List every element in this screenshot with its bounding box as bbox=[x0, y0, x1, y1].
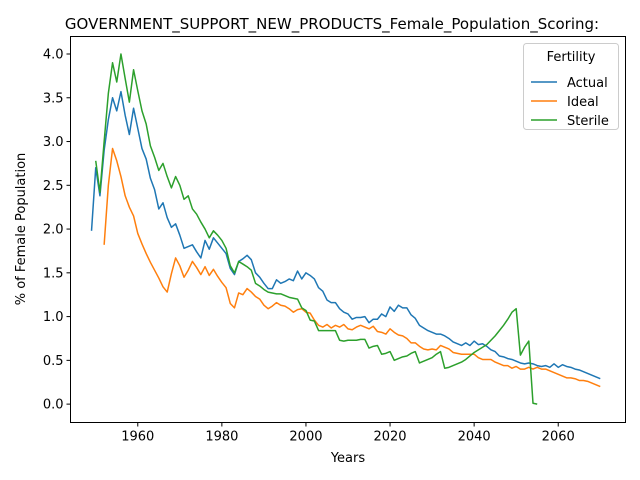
y-tick-label: 4.0 bbox=[43, 48, 64, 63]
y-tick-label: 2.0 bbox=[43, 223, 64, 238]
series-line-sterile bbox=[94, 53, 538, 405]
legend: Fertility Actual Ideal Sterile bbox=[523, 43, 619, 130]
x-tick-label: 2020 bbox=[373, 430, 406, 445]
legend-label-ideal: Ideal bbox=[567, 95, 599, 110]
legend-box bbox=[523, 43, 619, 130]
x-tick-label: 2000 bbox=[289, 430, 322, 445]
y-tick-label: 1.0 bbox=[43, 310, 64, 325]
chart-title: GOVERNMENT_SUPPORT_NEW_PRODUCTS_Female_P… bbox=[65, 15, 599, 34]
series-line-actual bbox=[90, 90, 601, 380]
series-layer bbox=[90, 53, 601, 405]
x-axis: 1960 1980 2000 2020 2040 2060 bbox=[121, 422, 575, 445]
y-tick-label: 3.5 bbox=[43, 91, 64, 106]
y-tick-label: 1.5 bbox=[43, 266, 64, 281]
x-tick-label: 2040 bbox=[458, 430, 491, 445]
x-axis-label: Years bbox=[330, 451, 366, 466]
legend-label-sterile: Sterile bbox=[567, 114, 609, 129]
y-axis: 0.0 0.5 1.0 1.5 2.0 2.5 3.0 3.5 4.0 bbox=[43, 48, 71, 413]
x-tick-label: 1960 bbox=[121, 430, 154, 445]
y-tick-label: 0.0 bbox=[43, 398, 64, 413]
x-tick-label: 1980 bbox=[205, 430, 238, 445]
y-tick-label: 2.5 bbox=[43, 179, 64, 194]
x-tick-label: 2060 bbox=[542, 430, 575, 445]
series-line-ideal bbox=[103, 147, 601, 388]
y-tick-label: 0.5 bbox=[43, 354, 64, 369]
y-axis-label: % of Female Population bbox=[14, 153, 29, 306]
legend-title: Fertility bbox=[547, 50, 596, 65]
legend-label-actual: Actual bbox=[567, 76, 608, 91]
y-tick-label: 3.0 bbox=[43, 135, 64, 150]
